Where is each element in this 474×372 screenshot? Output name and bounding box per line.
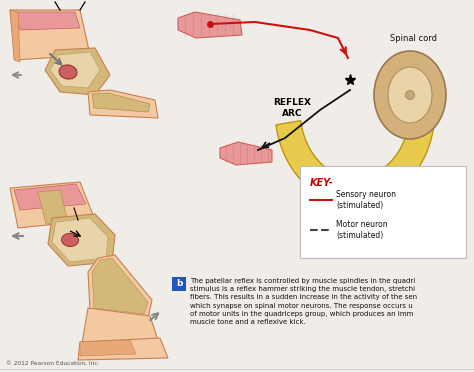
Text: The patellar reflex is controlled by muscle spindles in the quadri
stimulus is a: The patellar reflex is controlled by mus… [190,278,417,325]
Polygon shape [45,48,110,95]
Text: © 2012 Pearson Education, Inc.: © 2012 Pearson Education, Inc. [6,361,100,366]
Polygon shape [88,255,152,318]
Circle shape [405,90,414,99]
Text: KEY-: KEY- [310,178,334,188]
FancyBboxPatch shape [300,166,466,258]
Polygon shape [276,121,434,205]
Polygon shape [50,52,100,88]
Polygon shape [15,12,80,30]
Text: b: b [176,279,182,289]
Polygon shape [220,142,272,165]
Polygon shape [92,93,150,112]
Polygon shape [14,184,86,210]
Polygon shape [10,182,95,228]
Polygon shape [48,214,115,266]
Text: REFLEX
ARC: REFLEX ARC [273,98,311,118]
Polygon shape [88,90,158,118]
Text: Sensory neuron
(stimulated): Sensory neuron (stimulated) [336,190,396,210]
Text: Motor neuron
(stimulated): Motor neuron (stimulated) [336,220,388,240]
Polygon shape [82,308,158,344]
FancyBboxPatch shape [172,277,186,291]
Text: Spinal cord: Spinal cord [391,34,438,43]
Polygon shape [52,218,108,262]
Ellipse shape [59,65,77,79]
Polygon shape [10,10,20,62]
Ellipse shape [388,67,432,123]
Ellipse shape [374,51,446,139]
Polygon shape [38,190,68,224]
Polygon shape [80,340,136,356]
Polygon shape [10,10,90,60]
Ellipse shape [62,234,79,247]
Polygon shape [78,338,168,360]
Polygon shape [92,258,148,314]
Polygon shape [178,12,242,38]
